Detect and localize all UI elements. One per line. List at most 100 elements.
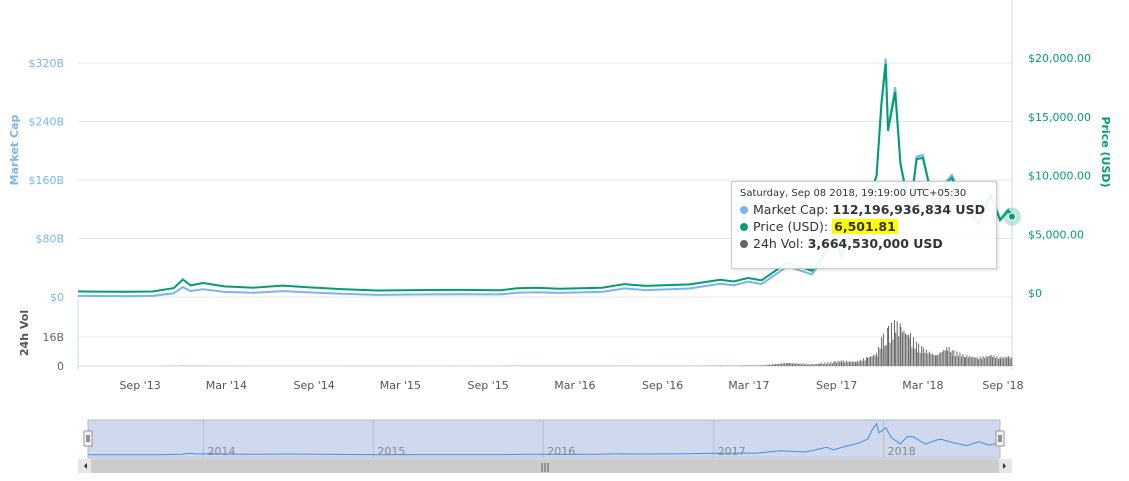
volume-bar	[788, 363, 790, 366]
volume-bar	[992, 357, 994, 366]
right-axis-tick: $10,000.00	[1028, 170, 1091, 183]
volume-bar	[892, 339, 894, 366]
volume-bar	[814, 364, 816, 366]
volume-bar	[853, 362, 855, 366]
volume-bar	[967, 357, 969, 366]
volume-bar	[878, 347, 880, 366]
volume-bar	[776, 364, 778, 366]
right-axis-tick: $15,000.00	[1028, 111, 1091, 124]
volume-axis-tick: 0	[57, 360, 64, 373]
volume-bar	[871, 356, 873, 366]
volume-bar	[855, 362, 857, 366]
volume-bar	[793, 363, 795, 366]
volume-bar	[1003, 358, 1005, 366]
volume-bar	[836, 362, 838, 366]
scrollbar-grip-icon: |||	[540, 463, 549, 473]
volume-bar	[842, 360, 844, 366]
volume-bar	[819, 364, 821, 366]
volume-bar	[937, 355, 939, 366]
volume-bar	[975, 357, 977, 366]
navigator-handle[interactable]	[83, 430, 93, 447]
volume-bar	[993, 355, 995, 366]
scrollbar-thumb[interactable]	[91, 459, 999, 473]
volume-bar	[840, 360, 842, 366]
volume-bar	[833, 361, 835, 366]
volume-bar	[827, 362, 829, 366]
volume-bar	[868, 357, 870, 366]
volume-bar	[943, 349, 945, 366]
volume-bar	[973, 357, 975, 366]
volume-bar	[752, 365, 754, 366]
volume-bar	[1004, 356, 1006, 366]
volume-bar	[953, 350, 955, 366]
volume-bar	[797, 363, 799, 366]
volume-bar	[779, 363, 781, 366]
volume-bar	[966, 355, 968, 366]
volume-bar	[809, 364, 811, 366]
x-axis-tick: Sep '14	[293, 379, 334, 392]
volume-bar	[1001, 356, 1003, 366]
volume-bar	[990, 355, 992, 366]
volume-bar	[870, 356, 872, 366]
scroll-left-icon	[84, 463, 87, 469]
volume-bar	[885, 345, 887, 366]
volume-bar	[844, 362, 846, 366]
volume-bar	[817, 363, 819, 366]
volume-bar	[933, 355, 935, 366]
volume-bar	[957, 356, 959, 366]
volume-bar	[976, 357, 978, 366]
volume-bar	[828, 363, 830, 366]
tooltip-market-cap-value: 112,196,936,834 USD	[832, 202, 985, 217]
navigator-year-label: 2015	[377, 445, 405, 458]
right-axis-tick: $5,000.00	[1028, 228, 1084, 241]
navigator-series	[88, 422, 1001, 456]
volume-bar	[739, 365, 741, 366]
tooltip-date: Saturday, Sep 08 2018, 19:19:00 UTC+05:3…	[740, 188, 967, 199]
volume-bar	[787, 362, 789, 366]
right-axis-tick: $20,000.00	[1028, 52, 1091, 65]
volume-bar	[860, 359, 862, 366]
volume-bar	[889, 342, 891, 366]
volume-bar	[972, 356, 974, 366]
volume-bar	[881, 349, 883, 366]
volume-bar	[956, 351, 958, 366]
volume-bar	[796, 363, 798, 366]
volume-bar	[954, 356, 956, 366]
volume-bar	[919, 352, 921, 366]
volume-bar	[854, 361, 856, 366]
volume-bar	[755, 365, 757, 366]
x-axis-tick: Mar '14	[206, 379, 247, 392]
volume-bar	[904, 333, 906, 366]
volume-bar	[934, 355, 936, 366]
volume-bar	[791, 363, 793, 366]
volume-bar	[805, 363, 807, 366]
volume-bar	[935, 355, 937, 366]
tooltip-volume-label: 24h Vol:	[753, 236, 804, 251]
left-axis-tick: $0	[50, 291, 64, 304]
volume-bar	[845, 360, 847, 366]
volume-bar	[813, 364, 815, 366]
volume-bar	[882, 333, 884, 366]
volume-bar	[794, 363, 796, 366]
navigator-handle[interactable]	[995, 430, 1005, 447]
volume-bar	[745, 365, 747, 366]
volume-bar	[782, 363, 784, 366]
volume-bar	[753, 365, 755, 366]
volume-bar	[888, 325, 890, 366]
volume-bar	[867, 357, 869, 366]
volume-bar	[896, 321, 898, 366]
volume-bar	[918, 343, 920, 366]
right-axis-tick: $0	[1028, 287, 1042, 300]
volume-bar	[778, 363, 780, 366]
volume-bar	[944, 350, 946, 366]
left-axis-tick: $320B	[28, 57, 64, 70]
x-axis-tick: Sep '17	[816, 379, 857, 392]
x-axis-tick: Sep '13	[119, 379, 160, 392]
tooltip: Saturday, Sep 08 2018, 19:19:00 UTC+05:3…	[731, 181, 997, 269]
volume-bar	[799, 363, 801, 366]
volume-bar	[909, 333, 911, 366]
volume-bar	[884, 345, 886, 366]
volume-bar	[837, 360, 839, 366]
volume-bar	[785, 362, 787, 366]
